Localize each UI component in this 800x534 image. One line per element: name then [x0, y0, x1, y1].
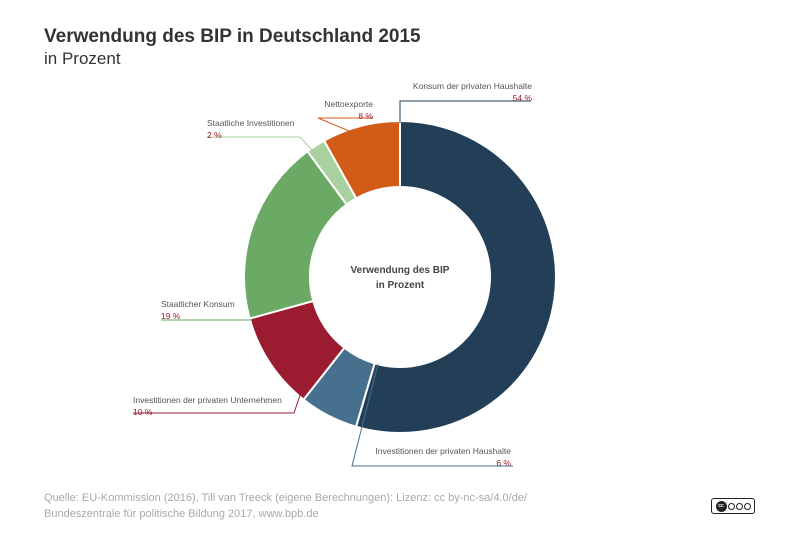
label-konsum-private-haushalte: Konsum der privaten Haushalte 54 % [412, 81, 532, 103]
center-label-line-2: in Prozent [375, 280, 425, 291]
leader-line-2 [133, 341, 319, 414]
center-label-line-1: Verwendung des BIP [350, 265, 450, 276]
leader-line-4 [207, 136, 317, 155]
chart-title: Verwendung des BIP in Deutschland 2015 [44, 26, 421, 47]
label-nettoexporte: Nettoexporte 8 % [324, 99, 373, 121]
donut-center-label: Verwendung des BIP in Prozent [320, 263, 480, 293]
label-investitionen-private-haushalte: Investitionen der privaten Haushalte 6 % [375, 446, 511, 468]
sa-icon [743, 502, 751, 510]
leader-line-5 [317, 117, 373, 139]
creative-commons-by-nc-sa-icon: cc [711, 498, 755, 514]
nc-icon [735, 502, 743, 510]
leader-line-0 [399, 100, 531, 123]
leader-line-1 [351, 363, 513, 467]
slice-3 [243, 149, 349, 320]
label-staatlicher-konsum: Staatlicher Konsum 19 % [161, 299, 235, 321]
source-note: Quelle: EU-Kommission (2016), Till van T… [44, 490, 527, 522]
slice-0 [354, 119, 557, 434]
source-line-2: Bundeszentrale für politische Bildung 20… [44, 508, 319, 520]
cc-logo-icon: cc [715, 500, 727, 512]
by-icon [727, 502, 735, 510]
chart-subtitle: in Prozent [44, 49, 121, 68]
label-investitionen-private-unternehmen: Investitionen der privaten Unternehmen 1… [133, 395, 282, 417]
label-staatliche-investitionen: Staatliche Investitionen 2 % [207, 118, 295, 140]
source-line-1: Quelle: EU-Kommission (2016), Till van T… [44, 492, 528, 504]
